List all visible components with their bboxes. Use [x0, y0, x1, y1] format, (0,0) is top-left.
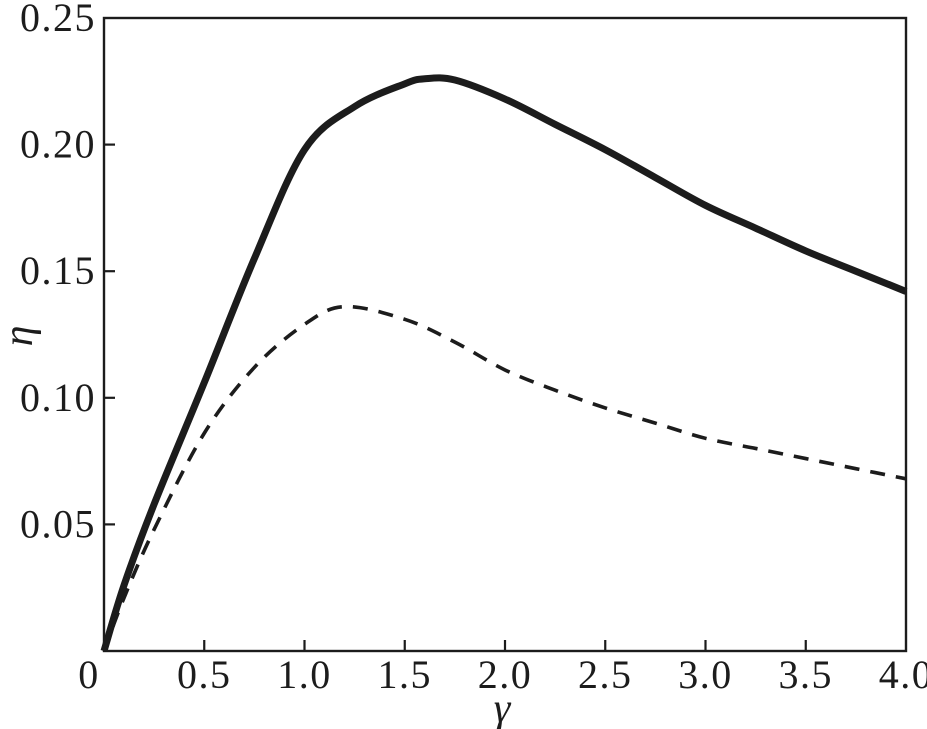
y-tick-label: 0.15 — [20, 248, 96, 293]
x-tick-label: 3.5 — [779, 652, 834, 697]
dashed-curve — [102, 304, 907, 652]
y-tick-label: 0.10 — [20, 375, 96, 420]
y-tick-label: 0.20 — [20, 122, 96, 167]
x-tick-label: 2.0 — [478, 652, 533, 697]
y-tick-label: 0.25 — [20, 0, 96, 40]
solid-curve — [100, 74, 908, 653]
y-axis-label: η — [0, 326, 42, 347]
x-tick-label: 0.5 — [177, 652, 232, 697]
x-tick-label: 0 — [78, 652, 100, 697]
x-tick-label: 2.5 — [578, 652, 633, 697]
y-tick-label: 0.05 — [20, 501, 96, 546]
x-tick-label: 1.5 — [378, 652, 433, 697]
x-axis-label: γ — [494, 686, 512, 729]
x-tick-label: 3.0 — [678, 652, 733, 697]
x-tick-label: 4.0 — [879, 652, 927, 697]
x-tick-label: 1.0 — [277, 652, 332, 697]
plot-area: 0 0.5 1.0 1.5 2.0 2.5 3.0 3.5 4.0 0.05 0.10 0.15 0.2… — [20, 0, 927, 697]
